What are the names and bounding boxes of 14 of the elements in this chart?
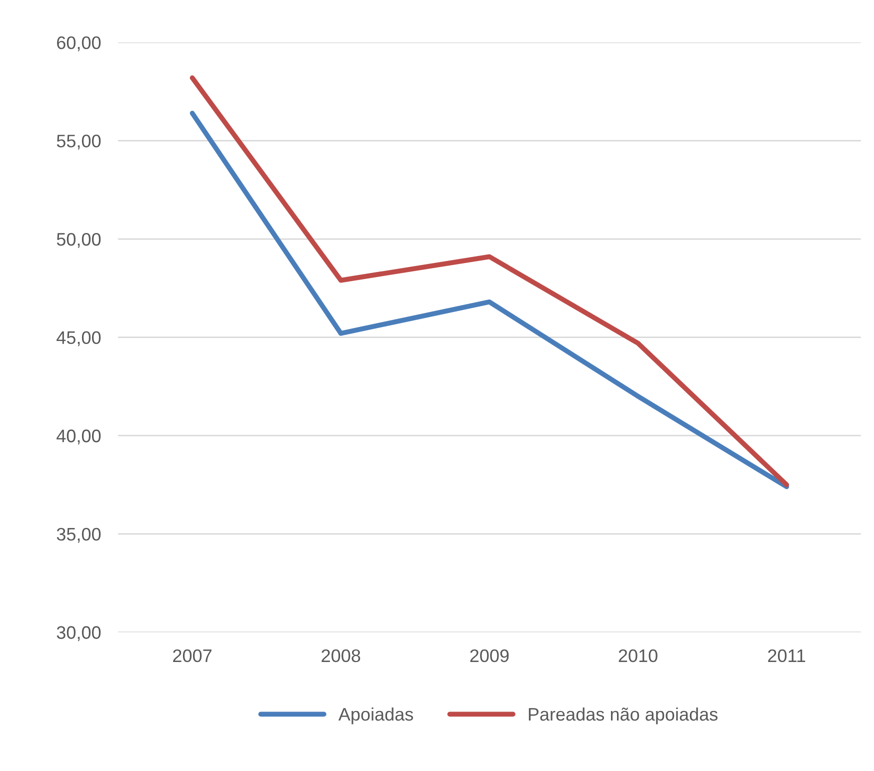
x-tick-label: 2011 — [768, 649, 806, 662]
y-tick-label: 55,00 — [56, 134, 101, 150]
x-tick-label: 2007 — [173, 649, 212, 662]
y-tick-label: 35,00 — [56, 528, 101, 543]
legend-label: Pareadas não apoiadas — [528, 707, 718, 724]
y-tick-label: 60,00 — [57, 36, 101, 52]
y-tick-label: 40,00 — [56, 430, 101, 444]
x-tick-label: 2010 — [618, 649, 658, 662]
y-tick-label: 50,00 — [56, 232, 101, 248]
legend-label: Apoiadas — [338, 707, 414, 724]
x-tick-label: 2009 — [470, 649, 509, 662]
y-tick-label: 30,00 — [56, 626, 101, 642]
y-tick-label: 45,00 — [56, 331, 101, 346]
x-tick-label: 2008 — [322, 649, 360, 662]
